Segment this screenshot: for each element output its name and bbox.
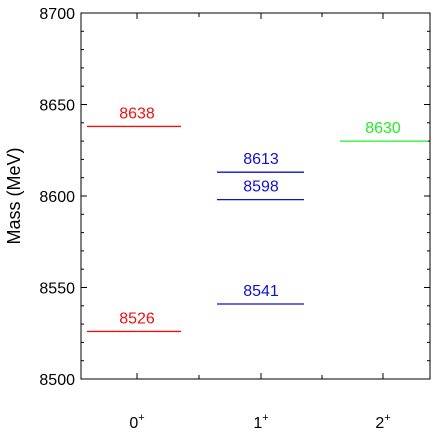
ticks-layer: 8500 8550 8600 8650 8700 0+ 1+ 2+ [39,6,430,432]
y-tick-label: 8550 [39,281,75,298]
x-tick-label: 1+ [253,412,268,432]
level-label: 8598 [243,179,279,196]
y-tick-label: 8500 [39,372,75,389]
level-label: 8526 [119,310,155,327]
x-tick-label: 0+ [129,412,144,432]
y-tick-label: 8650 [39,98,75,115]
level-label: 8613 [243,151,279,168]
level-label: 8541 [243,283,279,300]
y-axis-title: Mass (MeV) [4,147,24,244]
x-tick-label: 2+ [375,412,390,432]
level-label: 8630 [365,120,401,137]
labels-layer: 8638 8526 8613 8598 8541 8630 [119,105,401,327]
levels-layer [87,125,428,333]
level-label: 8638 [119,105,155,122]
y-tick-label: 8700 [39,6,75,23]
y-tick-label: 8600 [39,189,75,206]
